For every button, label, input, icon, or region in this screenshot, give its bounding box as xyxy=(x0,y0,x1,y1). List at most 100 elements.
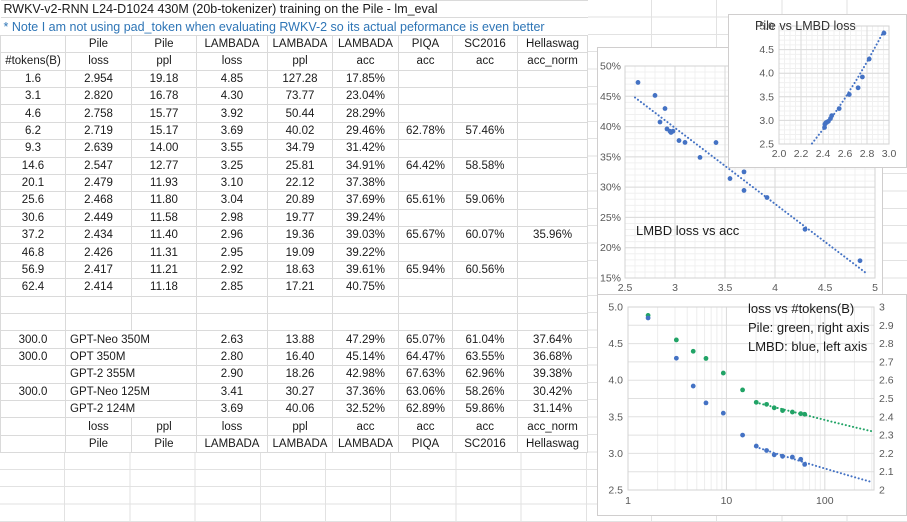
table-cell[interactable] xyxy=(398,313,453,332)
table-cell[interactable] xyxy=(516,208,589,228)
table-cell[interactable]: 15.77 xyxy=(131,104,197,123)
table-cell[interactable] xyxy=(398,295,453,315)
sheet-note[interactable]: * Note I am not using pad_token when eva… xyxy=(0,17,588,36)
table-cell[interactable]: ppl xyxy=(131,52,197,71)
table-cell[interactable]: acc_norm xyxy=(516,417,589,436)
table-cell[interactable]: GPT-Neo 125M xyxy=(65,382,197,401)
table-cell[interactable] xyxy=(452,313,518,332)
table-cell[interactable]: 17.21 xyxy=(267,278,333,297)
table-cell[interactable]: 73.77 xyxy=(267,86,333,106)
table-cell[interactable] xyxy=(516,104,589,123)
table-cell[interactable] xyxy=(0,295,66,315)
table-cell[interactable]: 19.77 xyxy=(267,208,333,228)
table-cell[interactable]: 45.14% xyxy=(332,347,399,367)
table-cell[interactable]: 62.4 xyxy=(0,278,66,297)
table-cell[interactable]: 67.63% xyxy=(398,365,453,384)
table-cell[interactable]: 50.44 xyxy=(267,104,333,123)
table-cell[interactable]: 29.46% xyxy=(332,121,399,141)
table-cell[interactable]: 3.55 xyxy=(196,139,268,158)
table-cell[interactable]: 40.75% xyxy=(332,278,399,297)
table-cell[interactable] xyxy=(516,69,589,88)
table-cell[interactable] xyxy=(131,295,197,315)
chart-pile-vs-lmbd-loss[interactable]: 2.0 2.2 2.4 2.6 2.8 3.0 2.5 3.0 3.5 4.0 4.5 5.0 Pile… xyxy=(728,14,907,168)
table-cell[interactable] xyxy=(0,417,66,436)
table-cell[interactable]: Hellaswag xyxy=(516,434,589,454)
table-cell[interactable]: ppl xyxy=(131,417,197,436)
table-cell[interactable]: 11.93 xyxy=(131,173,197,193)
table-cell[interactable]: 2.954 xyxy=(65,69,132,88)
table-cell[interactable] xyxy=(0,313,66,332)
table-cell[interactable] xyxy=(516,278,589,297)
table-cell[interactable]: 37.64% xyxy=(516,330,589,349)
table-cell[interactable]: 39.22% xyxy=(332,243,399,262)
table-cell[interactable] xyxy=(0,434,66,454)
table-cell[interactable]: 39.03% xyxy=(332,226,399,245)
table-cell[interactable]: acc_norm xyxy=(516,52,589,71)
table-cell[interactable]: acc xyxy=(452,52,518,71)
table-cell[interactable]: 30.27 xyxy=(267,382,333,401)
table-cell[interactable]: 28.29% xyxy=(332,104,399,123)
table-cell[interactable]: 37.36% xyxy=(332,382,399,401)
table-cell[interactable]: 39.38% xyxy=(516,365,589,384)
table-cell[interactable]: 23.04% xyxy=(332,86,399,106)
table-cell[interactable]: 2.434 xyxy=(65,226,132,245)
table-cell[interactable]: ppl xyxy=(267,417,333,436)
table-cell[interactable]: 3.92 xyxy=(196,104,268,123)
table-cell[interactable]: 62.78% xyxy=(398,121,453,141)
table-cell[interactable]: 22.12 xyxy=(267,173,333,193)
table-cell[interactable] xyxy=(452,86,518,106)
table-cell[interactable]: 65.07% xyxy=(398,330,453,349)
table-cell[interactable]: 2.468 xyxy=(65,191,132,210)
table-cell[interactable]: 11.31 xyxy=(131,243,197,262)
table-cell[interactable]: loss xyxy=(196,52,268,71)
table-cell[interactable]: 35.96% xyxy=(516,226,589,245)
table-cell[interactable]: 25.81 xyxy=(267,156,333,175)
table-cell[interactable]: 16.40 xyxy=(267,347,333,367)
table-cell[interactable] xyxy=(516,86,589,106)
table-cell[interactable] xyxy=(0,365,66,384)
table-cell[interactable] xyxy=(398,104,453,123)
table-cell[interactable]: 31.42% xyxy=(332,139,399,158)
table-cell[interactable]: 2.426 xyxy=(65,243,132,262)
table-cell[interactable]: 2.90 xyxy=(196,365,268,384)
table-cell[interactable]: 3.04 xyxy=(196,191,268,210)
table-cell[interactable]: 11.40 xyxy=(131,226,197,245)
table-cell[interactable] xyxy=(267,295,333,315)
table-cell[interactable] xyxy=(516,121,589,141)
table-cell[interactable]: SC2016 xyxy=(452,434,518,454)
table-cell[interactable]: 37.69% xyxy=(332,191,399,210)
table-cell[interactable]: 300.0 xyxy=(0,347,66,367)
table-cell[interactable]: 39.61% xyxy=(332,260,399,280)
table-cell[interactable]: 18.63 xyxy=(267,260,333,280)
table-cell[interactable]: 47.29% xyxy=(332,330,399,349)
table-cell[interactable]: 3.25 xyxy=(196,156,268,175)
table-cell[interactable]: 60.07% xyxy=(452,226,518,245)
table-cell[interactable]: 2.85 xyxy=(196,278,268,297)
table-cell[interactable]: LAMBADA xyxy=(267,34,333,54)
sheet-title[interactable]: RWKV-v2-RNN L24-D1024 430M (20b-tokenize… xyxy=(0,0,588,19)
table-cell[interactable] xyxy=(516,313,589,332)
table-cell[interactable]: GPT-Neo 350M xyxy=(65,330,197,349)
table-cell[interactable]: loss xyxy=(65,417,132,436)
table-cell[interactable]: ppl xyxy=(267,52,333,71)
table-cell[interactable]: LAMBADA xyxy=(267,434,333,454)
table-cell[interactable] xyxy=(65,295,132,315)
table-cell[interactable]: GPT-2 124M xyxy=(65,399,197,419)
table-cell[interactable]: 3.41 xyxy=(196,382,268,401)
table-cell[interactable]: acc xyxy=(398,52,453,71)
table-cell[interactable] xyxy=(452,295,518,315)
table-cell[interactable]: 42.98% xyxy=(332,365,399,384)
table-cell[interactable]: 2.820 xyxy=(65,86,132,106)
table-cell[interactable]: 64.42% xyxy=(398,156,453,175)
table-cell[interactable]: 19.36 xyxy=(267,226,333,245)
table-cell[interactable]: 19.09 xyxy=(267,243,333,262)
table-cell[interactable]: 2.449 xyxy=(65,208,132,228)
table-cell[interactable]: 20.89 xyxy=(267,191,333,210)
table-cell[interactable]: 2.95 xyxy=(196,243,268,262)
table-cell[interactable] xyxy=(398,278,453,297)
table-cell[interactable]: OPT 350M xyxy=(65,347,197,367)
table-cell[interactable]: 19.18 xyxy=(131,69,197,88)
table-cell[interactable]: 18.26 xyxy=(267,365,333,384)
table-cell[interactable]: 2.547 xyxy=(65,156,132,175)
table-cell[interactable]: 4.6 xyxy=(0,104,66,123)
